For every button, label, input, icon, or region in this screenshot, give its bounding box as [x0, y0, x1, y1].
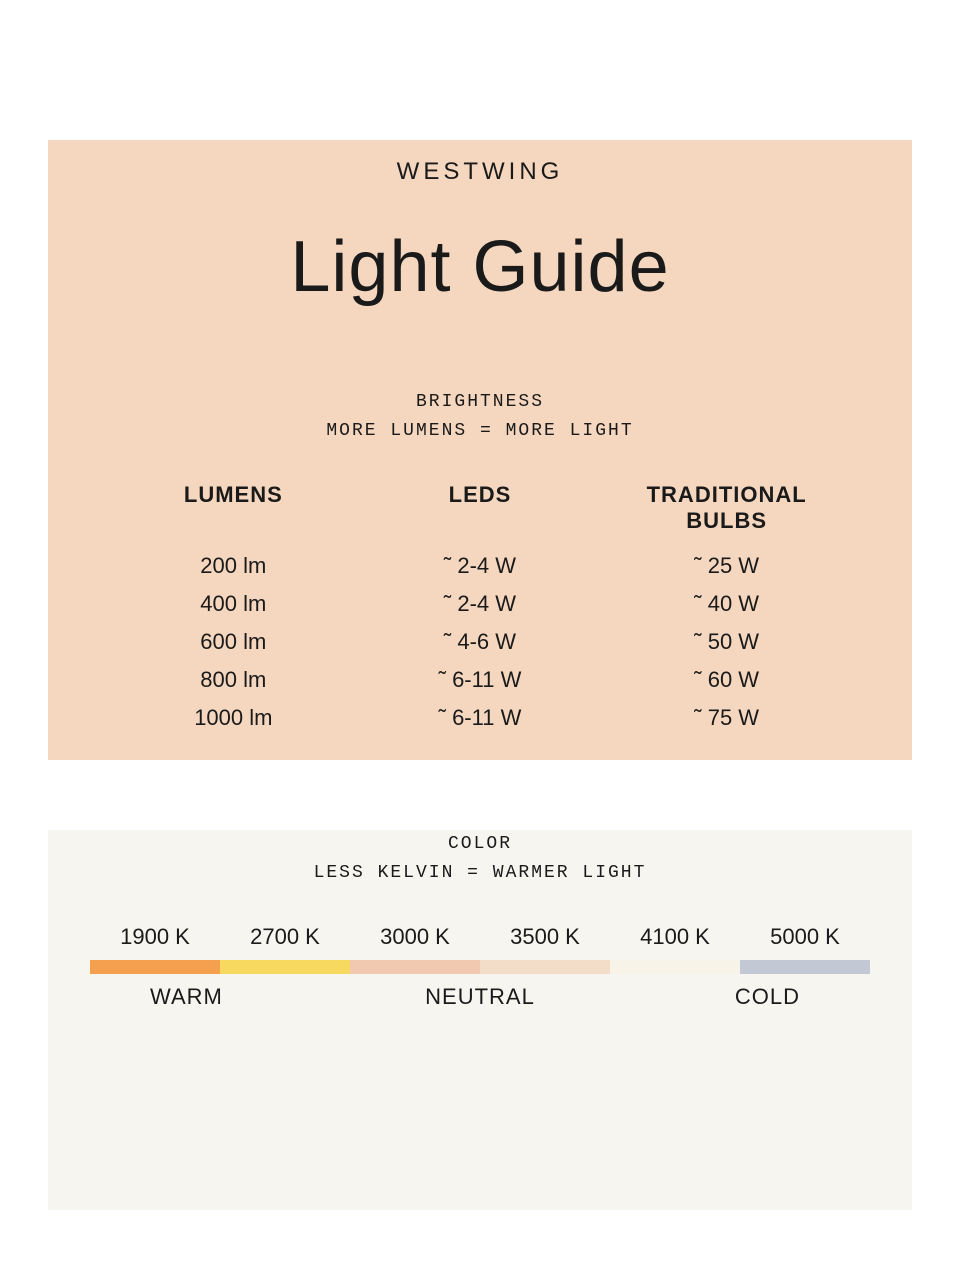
color-heading-line1: COLOR: [448, 834, 512, 854]
table-cell: 1000 lm: [110, 704, 357, 732]
col-leds-header: LEDS: [357, 482, 604, 542]
kelvin-label: 1900 K: [90, 924, 220, 950]
color-heading: COLOR LESS KELVIN = WARMER LIGHT: [48, 830, 912, 888]
table-cell: ˜ 4-6 W: [357, 628, 604, 656]
brightness-heading-line1: BRIGHTNESS: [416, 392, 544, 412]
range-label-neutral: NEUTRAL: [351, 984, 608, 1010]
brightness-heading-line2: MORE LUMENS = MORE LIGHT: [326, 421, 633, 441]
kelvin-swatch: [90, 960, 220, 974]
color-heading-line2: LESS KELVIN = WARMER LIGHT: [314, 863, 647, 883]
kelvin-label: 4100 K: [610, 924, 740, 950]
brightness-panel: WESTWING Light Guide BRIGHTNESS MORE LUM…: [48, 140, 912, 760]
table-cell: ˜ 60 W: [603, 666, 850, 694]
kelvin-label: 5000 K: [740, 924, 870, 950]
kelvin-label: 2700 K: [220, 924, 350, 950]
kelvin-swatch: [610, 960, 740, 974]
table-cell: ˜ 2-4 W: [357, 590, 604, 618]
col-traditional-header: TRADITIONAL BULBS: [603, 482, 850, 542]
brightness-table: LUMENS LEDS TRADITIONAL BULBS 200 lm ˜ 2…: [110, 482, 850, 732]
brand-logo-text: WESTWING: [48, 158, 912, 186]
table-cell: 400 lm: [110, 590, 357, 618]
kelvin-swatch: [740, 960, 870, 974]
table-cell: ˜ 6-11 W: [357, 666, 604, 694]
kelvin-swatch: [480, 960, 610, 974]
table-cell: ˜ 6-11 W: [357, 704, 604, 732]
kelvin-label: 3000 K: [350, 924, 480, 950]
kelvin-label: 3500 K: [480, 924, 610, 950]
table-cell: 200 lm: [110, 552, 357, 580]
table-cell: ˜ 40 W: [603, 590, 850, 618]
light-guide-card: WESTWING Light Guide BRIGHTNESS MORE LUM…: [48, 140, 912, 1140]
page: WESTWING Light Guide BRIGHTNESS MORE LUM…: [0, 0, 960, 1280]
range-label-warm: WARM: [90, 984, 347, 1010]
kelvin-labels-row: 1900 K 2700 K 3000 K 3500 K 4100 K 5000 …: [90, 924, 870, 950]
color-panel: COLOR LESS KELVIN = WARMER LIGHT 1900 K …: [48, 830, 912, 1210]
table-cell: ˜ 25 W: [603, 552, 850, 580]
kelvin-swatch: [220, 960, 350, 974]
table-cell: 800 lm: [110, 666, 357, 694]
table-cell: ˜ 50 W: [603, 628, 850, 656]
table-cell: ˜ 2-4 W: [357, 552, 604, 580]
table-cell: ˜ 75 W: [603, 704, 850, 732]
col-lumens-header: LUMENS: [110, 482, 357, 542]
page-title: Light Guide: [48, 226, 912, 308]
temperature-range-labels: WARM NEUTRAL COLD: [90, 984, 870, 1010]
table-cell: 600 lm: [110, 628, 357, 656]
kelvin-swatch: [350, 960, 480, 974]
range-label-cold: COLD: [613, 984, 870, 1010]
brightness-heading: BRIGHTNESS MORE LUMENS = MORE LIGHT: [48, 388, 912, 446]
kelvin-swatch-row: [90, 960, 870, 974]
